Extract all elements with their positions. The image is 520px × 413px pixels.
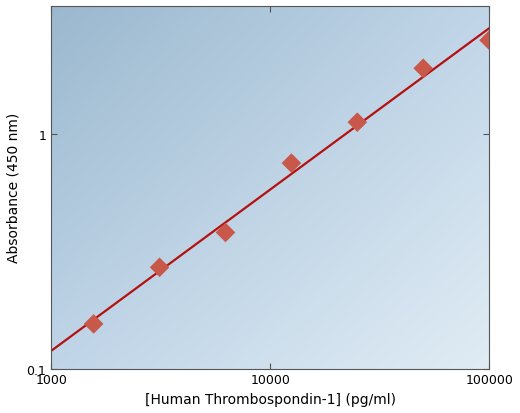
X-axis label: [Human Thrombospondin-1] (pg/ml): [Human Thrombospondin-1] (pg/ml)	[145, 392, 396, 406]
Y-axis label: Absorbance (450 nm): Absorbance (450 nm)	[7, 113, 21, 263]
Point	[353, 120, 361, 126]
Point	[155, 264, 164, 271]
Point	[419, 66, 427, 72]
Point	[485, 38, 493, 45]
Point	[222, 230, 230, 236]
Point	[287, 160, 295, 167]
Point	[89, 321, 98, 328]
